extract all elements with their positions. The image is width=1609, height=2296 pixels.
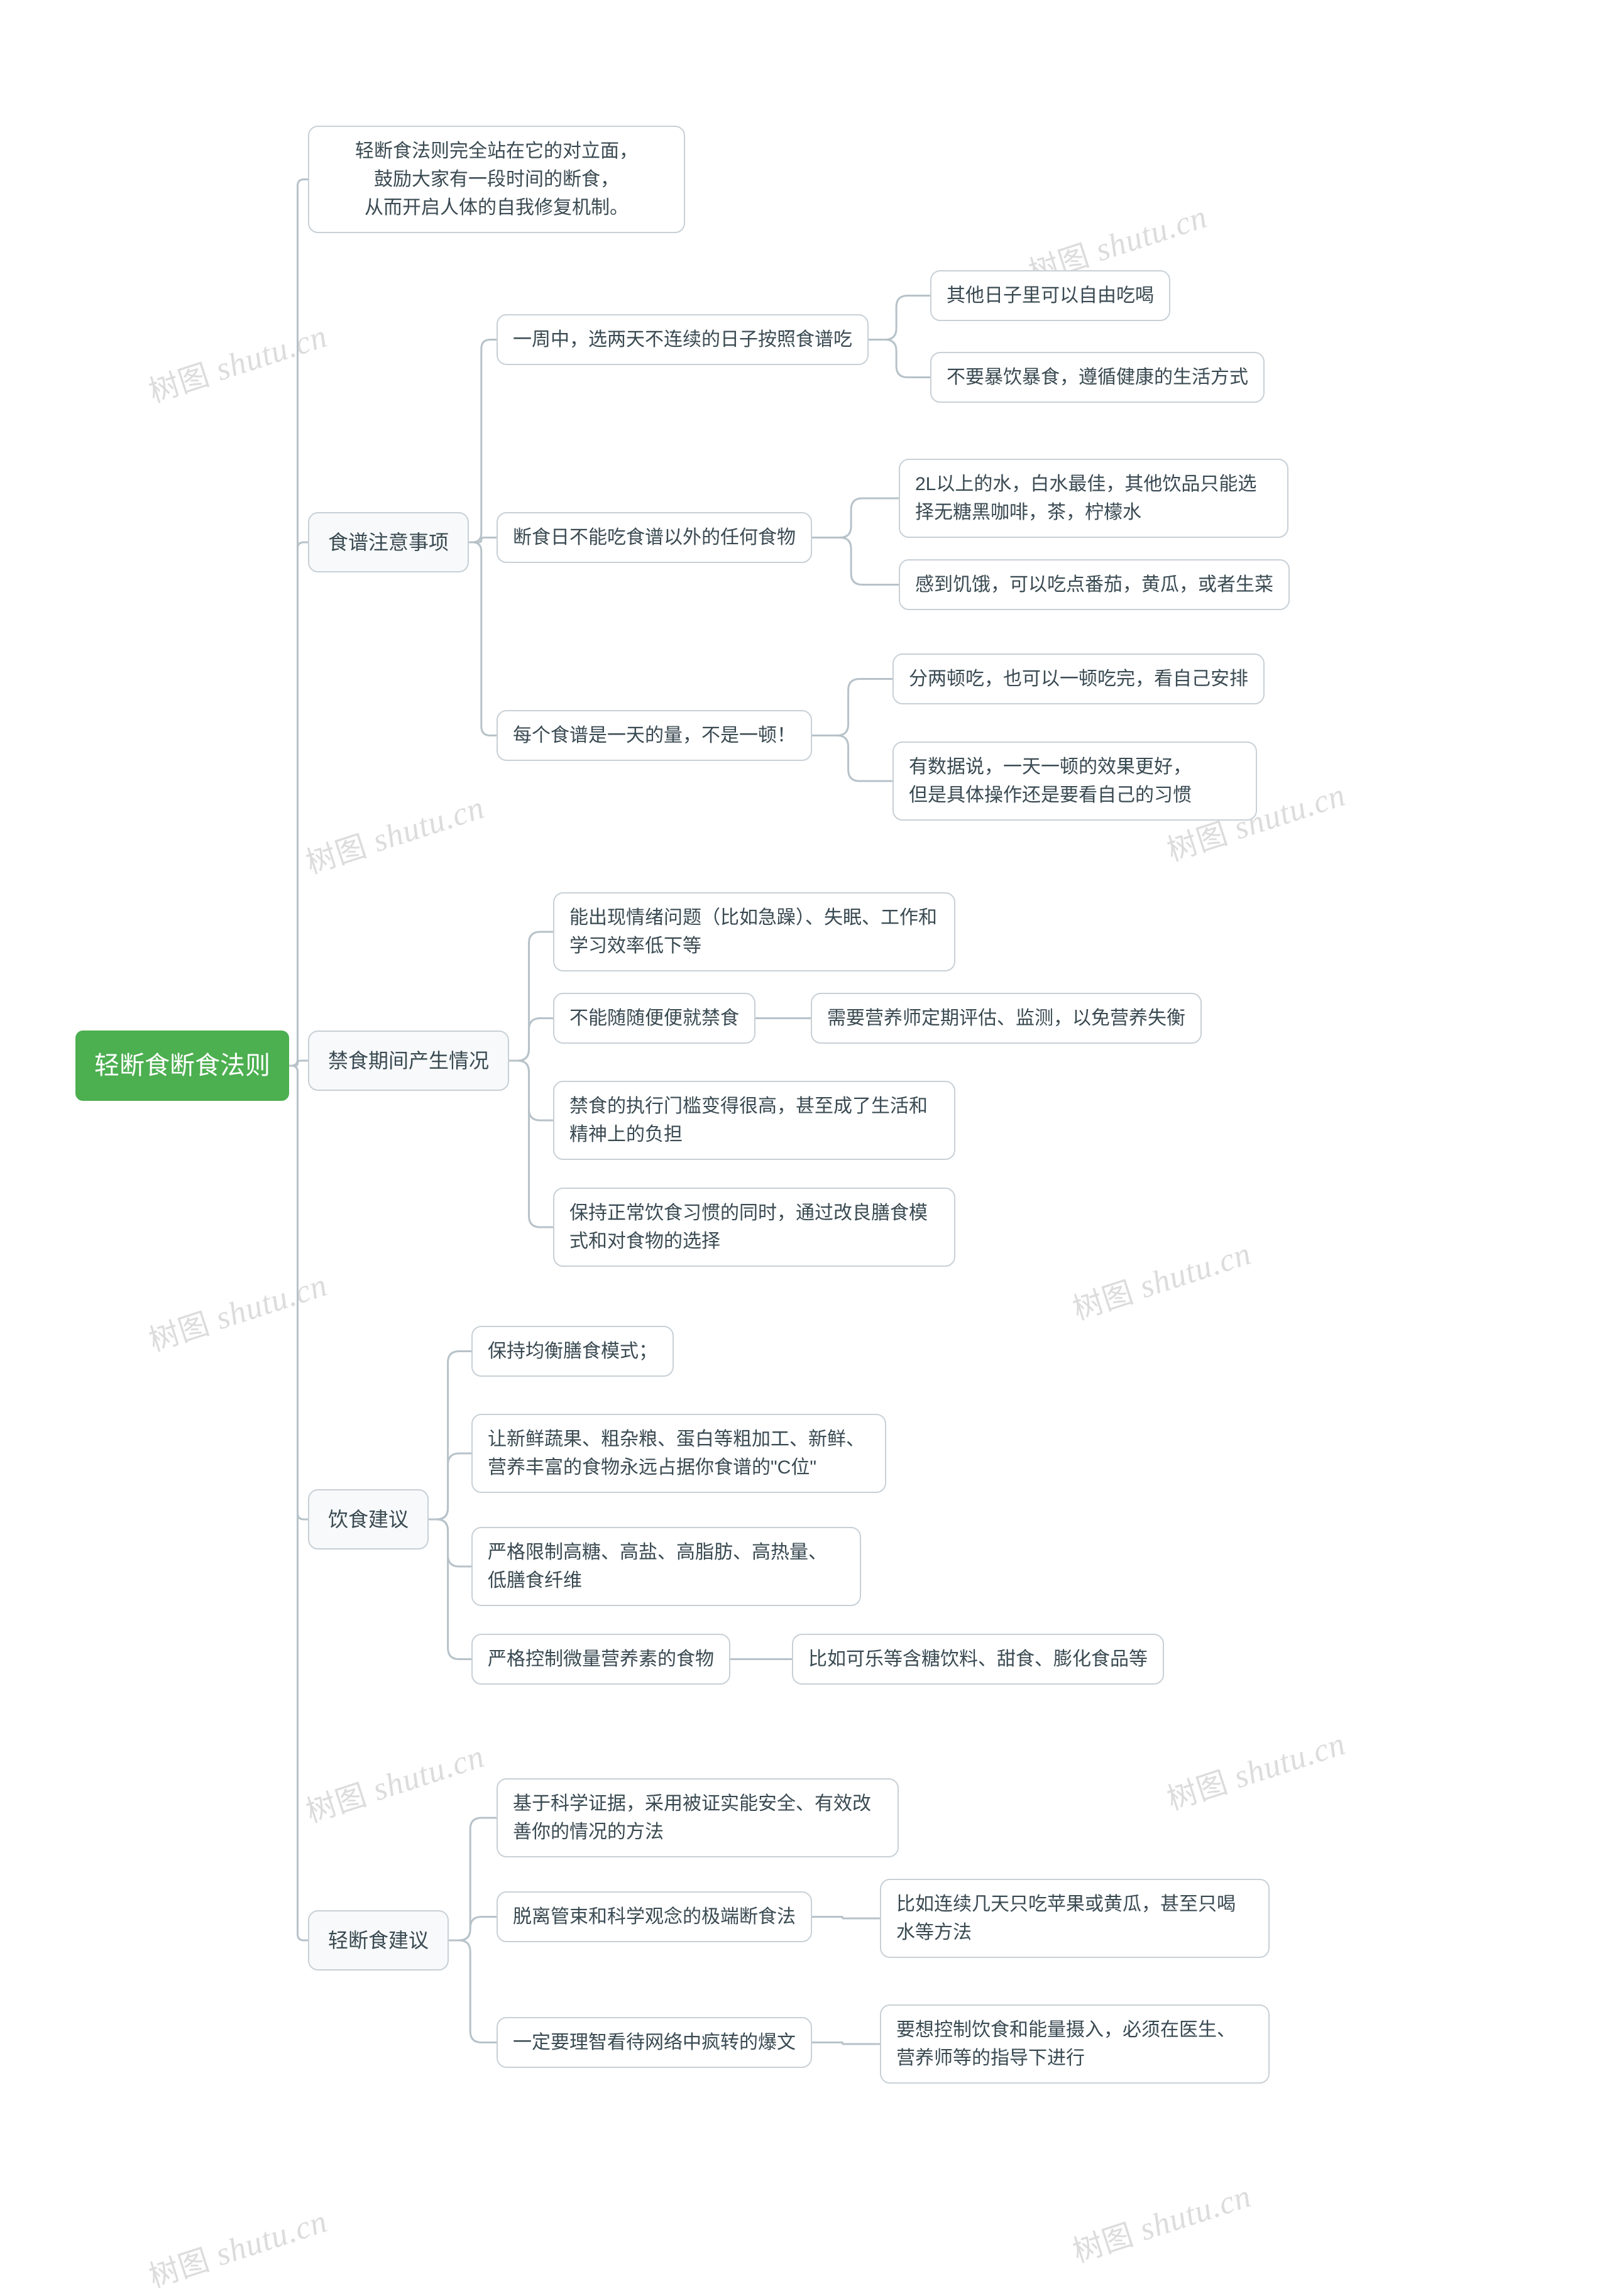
watermark: 树图 shutu.cn — [299, 783, 489, 882]
node-b2[interactable]: 禁食期间产生情况 — [308, 1030, 509, 1091]
watermark: 树图 shutu.cn — [142, 312, 332, 411]
watermark: 树图 shutu.cn — [1066, 2172, 1256, 2271]
watermark: 树图 shutu.cn — [1160, 1719, 1350, 1818]
node-b1a1[interactable]: 其他日子里可以自由吃喝 — [930, 270, 1170, 321]
node-b1a2[interactable]: 不要暴饮暴食，遵循健康的生活方式 — [930, 352, 1265, 403]
node-b1c[interactable]: 每个食谱是一天的量，不是一顿！ — [497, 710, 812, 761]
node-b4[interactable]: 轻断食建议 — [308, 1910, 449, 1971]
node-b1c2[interactable]: 有数据说，一天一顿的效果更好， 但是具体操作还是要看自己的习惯 — [892, 741, 1257, 821]
node-b1b1[interactable]: 2L以上的水，白水最佳，其他饮品只能选择无糖黑咖啡，茶，柠檬水 — [899, 459, 1288, 538]
node-b4c[interactable]: 一定要理智看待网络中疯转的爆文 — [497, 2017, 812, 2068]
watermark: 树图 shutu.cn — [142, 1260, 332, 1360]
node-intro[interactable]: 轻断食法则完全站在它的对立面， 鼓励大家有一段时间的断食， 从而开启人体的自我修… — [308, 126, 685, 233]
watermark: 树图 shutu.cn — [299, 1732, 489, 1831]
node-b2b[interactable]: 不能随随便便就禁食 — [553, 993, 755, 1044]
node-b1a[interactable]: 一周中，选两天不连续的日子按照食谱吃 — [497, 314, 869, 365]
node-b1b2[interactable]: 感到饥饿，可以吃点番茄，黄瓜，或者生菜 — [899, 559, 1290, 610]
node-b3d[interactable]: 严格控制微量营养素的食物 — [471, 1634, 730, 1685]
node-b3[interactable]: 饮食建议 — [308, 1489, 429, 1550]
node-b3b[interactable]: 让新鲜蔬果、粗杂粮、蛋白等粗加工、新鲜、营养丰富的食物永远占据你食谱的"C位" — [471, 1414, 886, 1493]
node-b4a[interactable]: 基于科学证据，采用被证实能安全、有效改善你的情况的方法 — [497, 1778, 899, 1857]
root-node[interactable]: 轻断食断食法则 — [75, 1030, 289, 1101]
watermark: 树图 shutu.cn — [1066, 1229, 1256, 1328]
node-b2c[interactable]: 禁食的执行门槛变得很高，甚至成了生活和精神上的负担 — [553, 1081, 955, 1160]
node-b2a[interactable]: 能出现情绪问题（比如急躁）、失眠、工作和学习效率低下等 — [553, 892, 955, 971]
node-b1[interactable]: 食谱注意事项 — [308, 512, 469, 572]
node-b2d[interactable]: 保持正常饮食习惯的同时，通过改良膳食模式和对食物的选择 — [553, 1188, 955, 1267]
watermark: 树图 shutu.cn — [142, 2197, 332, 2296]
mindmap-canvas: 树图 shutu.cn 树图 shutu.cn 树图 shutu.cn 树图 s… — [0, 0, 1609, 2246]
node-b1c1[interactable]: 分两顿吃，也可以一顿吃完，看自己安排 — [892, 653, 1265, 704]
node-b4c1[interactable]: 要想控制饮食和能量摄入，必须在医生、营养师等的指导下进行 — [880, 2004, 1270, 2084]
node-b3c[interactable]: 严格限制高糖、高盐、高脂肪、高热量、低膳食纤维 — [471, 1527, 861, 1606]
node-b3d1[interactable]: 比如可乐等含糖饮料、甜食、膨化食品等 — [792, 1634, 1164, 1685]
node-b4b[interactable]: 脱离管束和科学观念的极端断食法 — [497, 1891, 812, 1942]
node-b3a[interactable]: 保持均衡膳食模式； — [471, 1326, 674, 1377]
node-b4b1[interactable]: 比如连续几天只吃苹果或黄瓜，甚至只喝水等方法 — [880, 1879, 1270, 1958]
node-b2b1[interactable]: 需要营养师定期评估、监测，以免营养失衡 — [811, 993, 1202, 1044]
node-b1b[interactable]: 断食日不能吃食谱以外的任何食物 — [497, 512, 812, 563]
